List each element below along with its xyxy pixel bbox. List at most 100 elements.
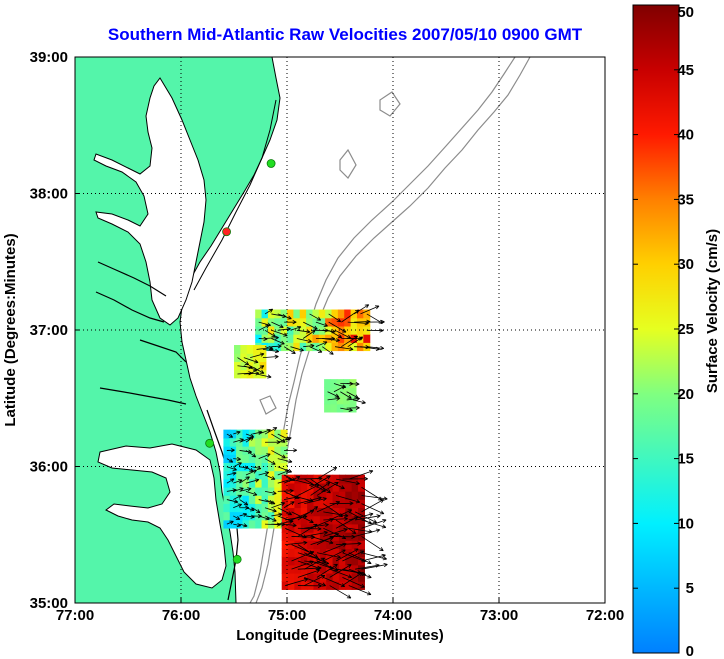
velocity-arrow	[328, 321, 347, 333]
velocity-cell	[351, 515, 359, 525]
velocity-cell	[313, 499, 321, 509]
velocity-cell	[307, 491, 315, 500]
velocity-cell	[326, 540, 334, 549]
velocity-cell	[259, 369, 267, 379]
velocity-cell	[280, 429, 288, 439]
x-tick-label: 75:00	[268, 607, 306, 624]
velocity-cell	[313, 491, 321, 500]
velocity-arrow	[271, 321, 284, 328]
velocity-arrow	[290, 346, 304, 352]
velocity-cell	[261, 519, 269, 529]
velocity-arrow	[245, 450, 257, 458]
velocity-arrow	[342, 476, 368, 481]
velocity-arrow	[366, 313, 383, 324]
chart-title: Southern Mid-Atlantic Raw Velocities 200…	[108, 25, 583, 44]
velocity-arrow	[315, 341, 328, 348]
velocity-arrow	[297, 569, 320, 578]
velocity-cell	[253, 345, 261, 354]
y-tick-label: 38:00	[30, 186, 68, 203]
velocity-cell	[345, 491, 353, 500]
velocity-arrow	[329, 585, 352, 599]
velocity-cell	[259, 353, 267, 362]
velocity-cell	[274, 495, 282, 504]
velocity-cell	[326, 548, 334, 558]
velocity-arrow	[233, 456, 241, 462]
velocity-arrow	[283, 475, 301, 484]
velocity-cell	[343, 403, 351, 413]
velocity-cell	[325, 342, 333, 352]
y-axis: 35:00 36:00 37:00 38:00 39:00	[30, 49, 80, 612]
velocity-cell	[255, 446, 263, 455]
velocity-cell	[288, 548, 296, 558]
velocity-cell	[261, 462, 269, 472]
velocity-arrow	[296, 338, 312, 344]
velocity-cell	[288, 564, 296, 574]
velocity-cell	[261, 309, 269, 319]
velocity-cell	[261, 446, 269, 455]
velocity-cell	[248, 478, 256, 488]
river-3	[99, 387, 187, 405]
velocity-cell	[288, 556, 296, 566]
velocity-arrow	[239, 523, 248, 528]
velocity-arrow	[233, 494, 242, 500]
velocity-cell	[300, 499, 308, 509]
velocity-cell	[319, 564, 327, 574]
velocity-cell	[242, 519, 250, 529]
velocity-cell	[338, 491, 346, 500]
velocity-cell	[248, 446, 256, 455]
velocity-cell	[363, 309, 371, 319]
velocity-arrow	[304, 497, 327, 505]
velocity-arrow	[304, 530, 328, 537]
velocity-arrow	[361, 486, 383, 501]
velocity-arrow	[323, 549, 346, 562]
velocity-cell	[253, 361, 261, 371]
velocity-cell	[261, 503, 269, 513]
velocity-cell	[253, 369, 261, 379]
velocity-cell	[274, 309, 282, 319]
velocity-cell	[306, 334, 314, 343]
velocity-arrow	[310, 482, 331, 496]
velocity-cell	[234, 345, 241, 354]
velocity-arrow	[348, 512, 374, 521]
velocity-arrow	[297, 526, 322, 531]
velocity-arrow	[328, 329, 343, 339]
velocity-cell	[229, 503, 237, 513]
x-tick-label: 74:00	[374, 607, 412, 624]
velocity-arrow	[277, 458, 293, 464]
velocity-arrow	[258, 321, 272, 327]
velocity-cell	[240, 361, 248, 371]
plot-area: 77:00 76:00 75:00 74:00 73:00 72:00 35:00 36:0…	[30, 49, 625, 624]
gridlines	[75, 57, 605, 603]
velocity-cell	[274, 317, 282, 327]
velocity-cell	[236, 429, 244, 439]
velocity-cell	[313, 532, 321, 541]
velocity-cell	[319, 515, 327, 525]
velocity-cell	[345, 564, 353, 574]
velocity-cell	[319, 474, 327, 484]
velocity-arrow	[271, 338, 285, 345]
velocity-cell	[281, 474, 289, 484]
velocity-arrow	[361, 519, 387, 529]
velocity-arrow	[348, 568, 372, 579]
velocity-arrow	[245, 507, 255, 512]
colorbar-tick-label: 20	[677, 386, 694, 403]
velocity-cell	[326, 581, 334, 590]
velocity-cell	[351, 581, 359, 590]
velocity-cell	[287, 334, 294, 343]
velocity-arrow	[333, 383, 347, 389]
velocity-cell	[336, 403, 344, 413]
velocity-cell	[319, 491, 327, 500]
velocity-arrow	[297, 560, 321, 570]
velocity-cell	[281, 564, 289, 574]
velocity-arrow	[315, 321, 328, 328]
velocity-cell	[345, 581, 353, 590]
velocity-cell	[331, 334, 339, 343]
velocity-cell	[288, 572, 296, 582]
velocity-arrow	[233, 462, 242, 468]
velocity-arrow	[348, 552, 372, 565]
velocity-cell	[358, 564, 365, 574]
velocity-cell	[287, 325, 294, 335]
velocity-arrow	[354, 511, 378, 524]
velocity-cell	[326, 556, 334, 566]
velocity-arrow	[342, 550, 365, 562]
